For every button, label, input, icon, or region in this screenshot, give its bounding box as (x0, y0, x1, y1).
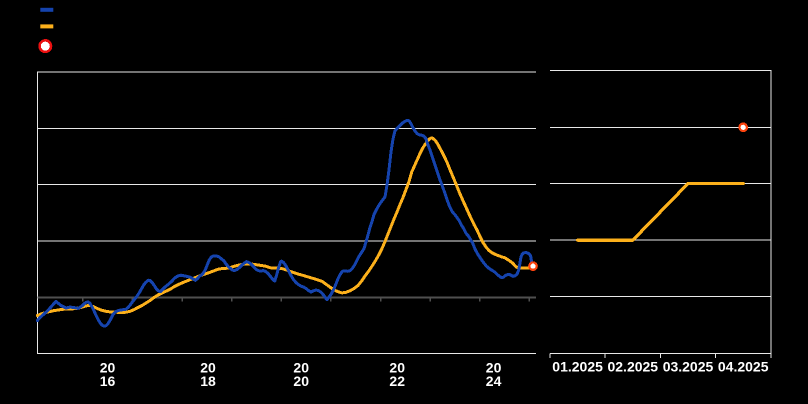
svg-text:20: 20 (486, 359, 502, 375)
svg-text:20: 20 (389, 359, 405, 375)
svg-text:04.2025: 04.2025 (718, 358, 769, 374)
svg-text:20: 20 (100, 359, 116, 375)
svg-text:16: 16 (100, 373, 116, 389)
svg-text:24: 24 (486, 373, 502, 389)
svg-text:01.2025: 01.2025 (552, 358, 603, 374)
svg-text:20: 20 (200, 359, 216, 375)
svg-text:22: 22 (389, 373, 405, 389)
svg-text:02.2025: 02.2025 (607, 358, 658, 374)
svg-text:18: 18 (200, 373, 216, 389)
svg-text:20: 20 (293, 359, 309, 375)
svg-text:03.2025: 03.2025 (663, 358, 714, 374)
svg-text:20: 20 (293, 373, 309, 389)
